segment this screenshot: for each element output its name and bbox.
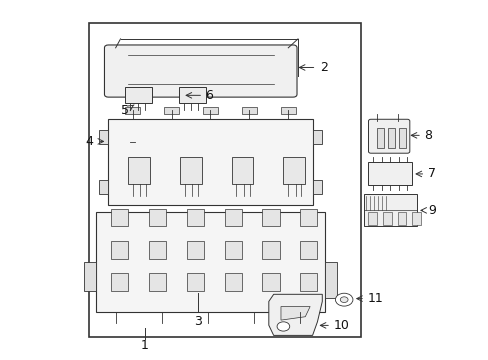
Bar: [382, 212, 391, 225]
Circle shape: [277, 322, 289, 331]
Bar: [125, 87, 152, 103]
Bar: [300, 208, 317, 226]
Bar: [262, 241, 279, 258]
Bar: [99, 130, 108, 144]
Bar: [300, 273, 317, 291]
Bar: [368, 162, 411, 185]
Bar: [111, 208, 127, 226]
Bar: [368, 212, 376, 225]
Text: 7: 7: [427, 167, 435, 180]
Text: 8: 8: [424, 129, 431, 142]
Bar: [376, 128, 383, 148]
Bar: [116, 135, 130, 148]
Bar: [179, 87, 205, 103]
Circle shape: [340, 297, 347, 302]
Bar: [111, 241, 127, 258]
Text: 6: 6: [205, 89, 213, 102]
Polygon shape: [268, 294, 322, 336]
Bar: [179, 157, 201, 184]
Polygon shape: [281, 307, 309, 320]
Bar: [186, 273, 203, 291]
Bar: [397, 212, 406, 225]
Bar: [108, 119, 312, 205]
Bar: [300, 241, 317, 258]
Bar: [231, 157, 253, 184]
Bar: [224, 208, 241, 226]
Text: 9: 9: [427, 204, 435, 217]
Bar: [224, 241, 241, 258]
Bar: [148, 241, 165, 258]
Text: 1: 1: [141, 338, 148, 351]
Bar: [99, 180, 108, 194]
Bar: [148, 208, 165, 226]
Bar: [283, 157, 305, 184]
Bar: [242, 108, 256, 114]
Bar: [148, 273, 165, 291]
Bar: [186, 241, 203, 258]
FancyBboxPatch shape: [368, 119, 409, 153]
Bar: [111, 273, 127, 291]
Bar: [387, 128, 394, 148]
Bar: [96, 212, 324, 312]
Text: 2: 2: [319, 61, 327, 74]
Text: 10: 10: [333, 319, 348, 332]
Text: 3: 3: [194, 315, 202, 328]
Bar: [262, 208, 279, 226]
Bar: [312, 180, 322, 194]
FancyBboxPatch shape: [104, 45, 296, 97]
Text: 4: 4: [85, 135, 93, 148]
Text: 11: 11: [367, 292, 383, 305]
Bar: [89, 23, 361, 337]
Circle shape: [335, 293, 352, 306]
Bar: [224, 273, 241, 291]
Bar: [262, 273, 279, 291]
Bar: [312, 130, 322, 144]
Bar: [186, 208, 203, 226]
Bar: [398, 128, 405, 148]
Bar: [411, 212, 420, 225]
Bar: [281, 108, 295, 114]
Bar: [363, 194, 416, 226]
Bar: [203, 108, 217, 114]
Bar: [324, 262, 336, 298]
Bar: [84, 262, 96, 291]
Text: 5: 5: [121, 104, 129, 117]
Bar: [164, 108, 179, 114]
Bar: [127, 157, 149, 184]
Bar: [125, 108, 140, 114]
